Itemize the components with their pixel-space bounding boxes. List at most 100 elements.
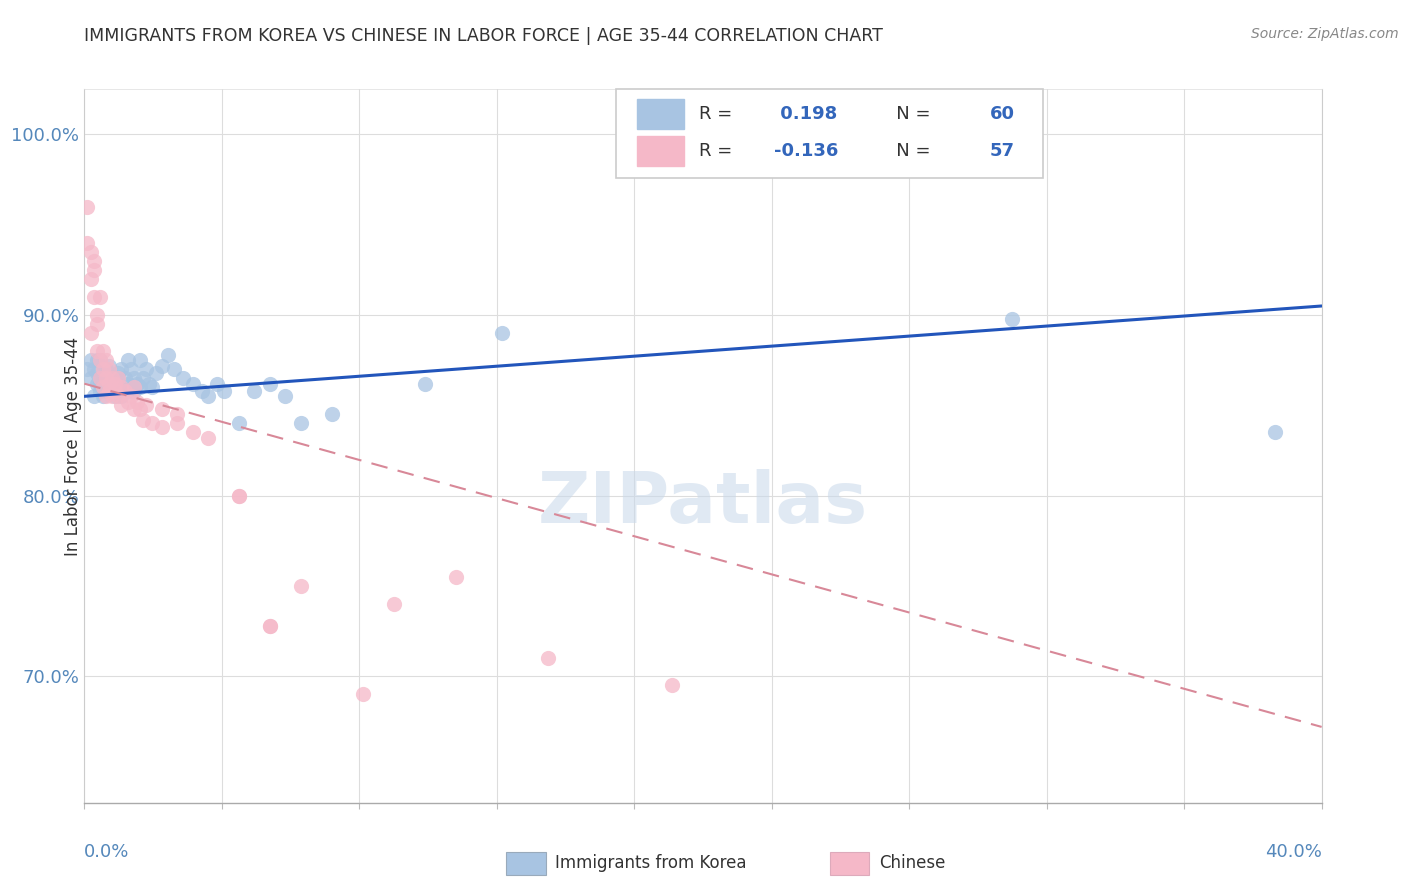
Point: [91, 380, 114, 394]
Point: [166, 417, 188, 431]
Bar: [637, 136, 685, 166]
Text: Immigrants from Korea: Immigrants from Korea: [555, 855, 747, 872]
Point: [150, 401, 173, 416]
Point: [352, 687, 374, 701]
Text: 0.198: 0.198: [773, 105, 837, 123]
Point: [94, 384, 117, 398]
Point: [114, 384, 136, 398]
Point: [1001, 311, 1024, 326]
Point: [110, 362, 132, 376]
Point: [101, 380, 124, 394]
Point: [110, 389, 132, 403]
Point: [135, 362, 157, 376]
Point: [83, 290, 105, 304]
Point: [117, 376, 139, 391]
Point: [321, 408, 343, 422]
Point: [89, 371, 111, 385]
Point: [150, 420, 173, 434]
Point: [76, 200, 98, 214]
Point: [290, 417, 312, 431]
Text: N =: N =: [879, 105, 936, 123]
Text: 0.0%: 0.0%: [84, 843, 129, 861]
Point: [91, 362, 114, 376]
Point: [491, 326, 513, 340]
Point: [290, 579, 312, 593]
Point: [79, 326, 101, 340]
Point: [91, 344, 114, 359]
Point: [382, 597, 405, 611]
Point: [89, 353, 111, 368]
Point: [129, 401, 152, 416]
Y-axis label: In Labor Force | Age 35-44: In Labor Force | Age 35-44: [65, 336, 82, 556]
Point: [259, 619, 281, 633]
Point: [98, 384, 121, 398]
Point: [117, 353, 139, 368]
Text: 40.0%: 40.0%: [1265, 843, 1322, 861]
Point: [120, 384, 142, 398]
Point: [107, 380, 129, 394]
Point: [107, 389, 129, 403]
Point: [125, 394, 148, 409]
Point: [156, 348, 179, 362]
Point: [228, 489, 250, 503]
Point: [89, 353, 111, 368]
Point: [79, 371, 101, 385]
Text: R =: R =: [699, 143, 738, 161]
Point: [1264, 425, 1286, 440]
Point: [91, 380, 114, 394]
Text: 57: 57: [990, 143, 1015, 161]
Point: [107, 371, 129, 385]
Text: Source: ZipAtlas.com: Source: ZipAtlas.com: [1251, 27, 1399, 41]
Point: [89, 384, 111, 398]
Point: [76, 362, 98, 376]
Text: -0.136: -0.136: [773, 143, 838, 161]
Point: [104, 376, 127, 391]
Point: [98, 362, 121, 376]
Point: [207, 376, 229, 391]
Point: [259, 619, 281, 633]
Point: [94, 371, 117, 385]
Point: [98, 371, 121, 385]
Point: [122, 384, 145, 398]
Point: [132, 371, 155, 385]
Point: [120, 362, 142, 376]
Point: [150, 359, 173, 373]
Point: [94, 389, 117, 403]
Point: [191, 384, 214, 398]
Point: [114, 371, 136, 385]
Point: [122, 380, 145, 394]
Point: [101, 371, 124, 385]
Point: [197, 431, 219, 445]
Point: [197, 389, 219, 403]
Point: [76, 235, 98, 250]
Point: [117, 394, 139, 409]
Point: [444, 570, 467, 584]
Point: [661, 678, 683, 692]
Point: [259, 376, 281, 391]
Point: [132, 413, 155, 427]
Point: [141, 417, 163, 431]
Point: [122, 371, 145, 385]
Text: 60: 60: [990, 105, 1015, 123]
Text: R =: R =: [699, 105, 738, 123]
Point: [228, 417, 250, 431]
Point: [413, 376, 436, 391]
Point: [86, 317, 108, 331]
Point: [83, 389, 105, 403]
Point: [91, 389, 114, 403]
Point: [181, 425, 204, 440]
Point: [181, 376, 204, 391]
Point: [86, 344, 108, 359]
Point: [79, 272, 101, 286]
Point: [89, 376, 111, 391]
Text: IMMIGRANTS FROM KOREA VS CHINESE IN LABOR FORCE | AGE 35-44 CORRELATION CHART: IMMIGRANTS FROM KOREA VS CHINESE IN LABO…: [84, 27, 883, 45]
Point: [274, 389, 297, 403]
Point: [110, 380, 132, 394]
Point: [83, 253, 105, 268]
Point: [86, 308, 108, 322]
Point: [104, 376, 127, 391]
Point: [122, 401, 145, 416]
Point: [228, 489, 250, 503]
Point: [145, 366, 167, 380]
Text: Chinese: Chinese: [879, 855, 945, 872]
